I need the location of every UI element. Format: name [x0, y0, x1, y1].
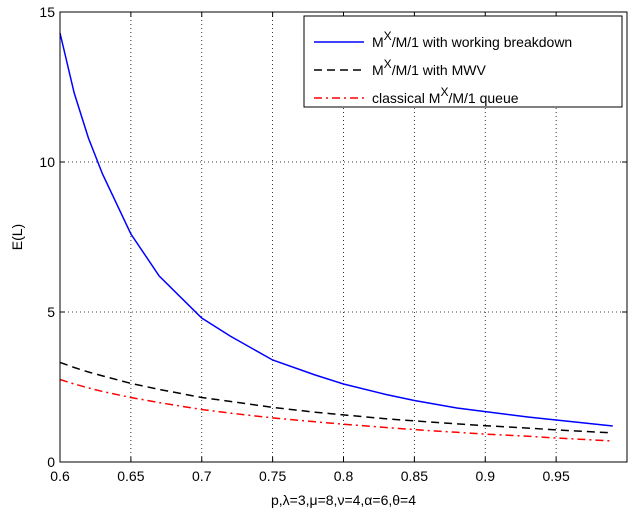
legend-label-superscript: X: [384, 57, 392, 71]
x-tick-label: 0.85: [401, 468, 428, 484]
x-tick-label: 0.75: [259, 468, 286, 484]
legend-label-rest: /M/1 with MWV: [392, 62, 487, 78]
y-tick-label: 10: [39, 154, 55, 170]
x-tick-label: 0.8: [334, 468, 354, 484]
legend-label-superscript: X: [384, 29, 392, 43]
x-tick-label: 0.65: [117, 468, 144, 484]
legend-label-1: MX/M/1 with MWV: [372, 57, 486, 78]
x-tick-label: 0.6: [50, 468, 70, 484]
x-axis-label: p,λ=3,μ=8,ν=4,α=6,θ=4: [271, 492, 416, 508]
legend-label-base: classical M: [372, 90, 440, 106]
series-line-1: [59, 361, 613, 434]
series-line-0: [59, 32, 613, 427]
x-tick-label: 0.9: [476, 468, 496, 484]
y-tick-label: 5: [47, 304, 55, 320]
legend-label-0: MX/M/1 with working breakdown: [372, 29, 572, 50]
series-layer: [59, 32, 613, 442]
x-tick-label: 0.7: [192, 468, 212, 484]
y-tick-label: 15: [39, 4, 55, 20]
legend-box: [303, 15, 623, 108]
tick-layer: 0.6 0.65 0.7 0.75 0.8 0.85 0.9 0.95 0 5 10 15: [39, 4, 627, 484]
y-tick-label: 0: [47, 454, 55, 470]
legend-label-rest: /M/1 with working breakdown: [392, 34, 573, 50]
legend-label-rest: /M/1 queue: [448, 90, 518, 106]
legend-label-2: classical MX/M/1 queue: [372, 85, 519, 106]
legend-label-base: M: [372, 62, 384, 78]
x-tick-label: 0.95: [543, 468, 570, 484]
legend-label-base: M: [372, 34, 384, 50]
legend-label-superscript: X: [440, 85, 448, 99]
series-line-2: [59, 378, 613, 442]
y-axis-label: E(L): [9, 224, 25, 250]
